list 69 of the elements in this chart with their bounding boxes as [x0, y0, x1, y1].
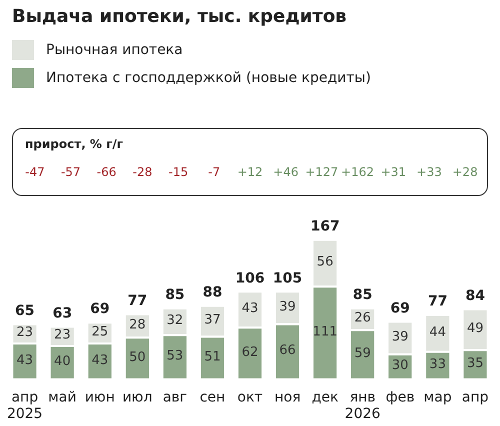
x-tick-label: фев	[386, 389, 415, 406]
total-label: 85	[165, 287, 185, 304]
text: +12	[236, 165, 264, 179]
legend-label: Рыночная ипотека	[46, 42, 183, 58]
data-label: 56	[316, 254, 334, 270]
x-tick-label: окт	[237, 389, 263, 406]
text: -47	[24, 165, 46, 179]
total-label: 63	[52, 305, 72, 322]
data-label: 32	[166, 313, 184, 328]
total-label: 77	[428, 294, 448, 310]
total-label: 106	[235, 270, 265, 286]
x-tick-label: июл	[122, 389, 152, 406]
text: прирост, % г/г	[25, 137, 124, 151]
x-tick-label: май	[48, 389, 76, 406]
text: -15	[167, 165, 190, 179]
text: -57	[60, 165, 82, 179]
data-label: 33	[429, 356, 446, 372]
text: +28	[451, 165, 479, 179]
x-tick-label: авг	[162, 389, 188, 406]
x-tick-label: мар	[424, 389, 452, 406]
data-label: 44	[429, 324, 446, 340]
x-tick-label: сен	[200, 389, 226, 406]
text: +162	[340, 165, 375, 179]
data-label: 53	[166, 348, 184, 364]
total-label: 65	[15, 302, 35, 319]
data-label: 37	[204, 312, 221, 328]
total-label: 85	[352, 287, 372, 304]
data-label: 39	[392, 329, 408, 344]
total-label: 69	[390, 300, 410, 316]
x-tick-label: дек	[312, 389, 338, 406]
text: +127	[304, 165, 340, 179]
data-label: 62	[242, 344, 258, 360]
data-label: 25	[92, 324, 108, 340]
total-label: 69	[90, 301, 110, 318]
text: +46	[272, 165, 300, 179]
data-label: 23	[16, 325, 34, 340]
data-label: 26	[354, 310, 371, 326]
x-tick-label: апр 2025	[6, 389, 43, 422]
x-tick-label: ноя	[274, 389, 301, 406]
text: -28	[132, 165, 154, 179]
data-label: 49	[466, 321, 484, 336]
total-label: 77	[128, 292, 148, 309]
x-tick-label: июн	[84, 389, 115, 406]
total-label: 167	[310, 218, 340, 235]
data-label: 35	[466, 356, 484, 372]
x-tick-label: янв 2026	[344, 389, 381, 422]
data-label: 43	[16, 352, 34, 368]
data-label: 66	[279, 343, 296, 358]
data-label: 43	[242, 301, 258, 316]
data-label: 30	[392, 358, 408, 374]
data-label: 23	[54, 328, 71, 343]
text: -7	[207, 165, 222, 179]
data-label: 50	[129, 350, 146, 365]
total-label: 84	[465, 288, 486, 304]
legend-label: Ипотека с господдержкой (новые кредиты)	[46, 70, 371, 86]
data-label: 43	[92, 352, 108, 368]
text: +33	[416, 165, 443, 179]
total-label: 105	[272, 270, 302, 286]
total-label: 88	[202, 284, 222, 301]
data-label: 59	[354, 346, 371, 362]
data-label: 40	[54, 354, 71, 370]
text: -66	[96, 165, 118, 179]
data-label: 39	[279, 299, 296, 314]
chart-title: Выдача ипотеки, тыс. кредитов	[12, 6, 347, 27]
data-label: 28	[129, 317, 146, 332]
text: +31	[380, 165, 408, 179]
x-tick-label: апр	[462, 389, 489, 406]
data-label: 111	[312, 324, 338, 340]
data-label: 51	[204, 349, 221, 364]
